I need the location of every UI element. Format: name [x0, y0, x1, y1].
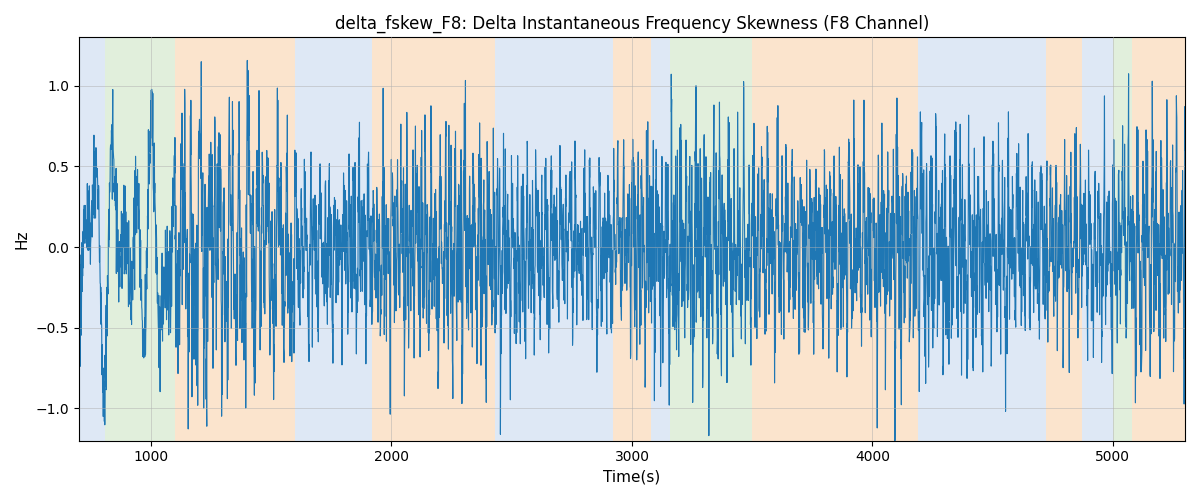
- Bar: [671, 38, 752, 440]
- Y-axis label: Hz: Hz: [14, 230, 30, 249]
- Bar: [752, 38, 918, 440]
- Bar: [918, 38, 1045, 440]
- Bar: [494, 38, 613, 440]
- Bar: [295, 38, 372, 440]
- Bar: [1112, 38, 1132, 440]
- Bar: [1045, 38, 1081, 440]
- Bar: [106, 38, 175, 440]
- Bar: [1132, 38, 1186, 440]
- Bar: [652, 38, 671, 440]
- Bar: [613, 38, 652, 440]
- Bar: [372, 38, 494, 440]
- Title: delta_fskew_F8: Delta Instantaneous Frequency Skewness (F8 Channel): delta_fskew_F8: Delta Instantaneous Freq…: [335, 15, 929, 34]
- X-axis label: Time(s): Time(s): [604, 470, 660, 485]
- Bar: [1081, 38, 1112, 440]
- Bar: [79, 38, 106, 440]
- Bar: [175, 38, 295, 440]
